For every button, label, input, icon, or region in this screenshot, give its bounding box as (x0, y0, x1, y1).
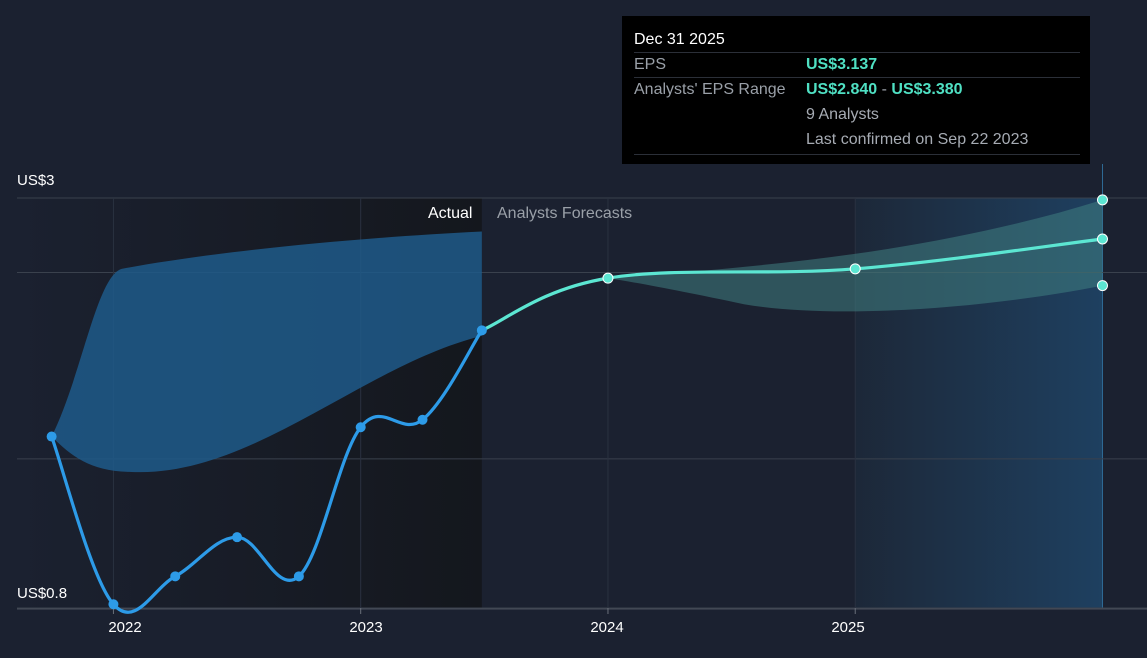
actual-eps-point[interactable] (293, 571, 304, 582)
tooltip-confirmed: Last confirmed on Sep 22 2023 (806, 131, 1029, 148)
tooltip-analysts-row: 9 Analysts (634, 102, 1080, 127)
x-tick-2023: 2023 (349, 619, 383, 636)
tooltip-date: Dec 31 2025 (634, 31, 725, 48)
y-tick-bottom: US$0.8 (17, 585, 68, 602)
tooltip-analysts: 9 Analysts (806, 106, 879, 123)
tooltip-range-high: US$3.380 (891, 81, 963, 98)
actual-eps-point[interactable] (476, 325, 487, 336)
tooltip-confirmed-row: Last confirmed on Sep 22 2023 (634, 127, 1080, 152)
tooltip-eps-row: EPS US$3.137 (634, 52, 1080, 77)
forecast-eps-point[interactable] (602, 272, 614, 284)
eps-tooltip: Dec 31 2025 EPS US$3.137 Analysts' EPS R… (622, 16, 1090, 164)
actual-eps-point[interactable] (417, 414, 428, 425)
range-low-point (1096, 280, 1108, 292)
eps-points[interactable] (46, 194, 1108, 610)
y-tick-top: US$3 (17, 172, 55, 189)
forecast-range-band (607, 199, 1103, 312)
actual-region-label: Actual (428, 205, 473, 222)
x-tick-2025: 2025 (831, 619, 865, 636)
actual-range-band (51, 231, 482, 473)
ranges (51, 199, 1103, 473)
tooltip-range-row: Analysts' EPS Range US$2.840 - US$3.380 (634, 77, 1080, 102)
x-tick-2024: 2024 (590, 619, 624, 636)
actual-eps-point[interactable] (108, 599, 119, 610)
tooltip-eps-label: EPS (634, 56, 667, 73)
tooltip-bottom-rule (634, 154, 1080, 155)
forecast-region-label: Analysts Forecasts (497, 205, 633, 222)
forecast-eps-line (480, 237, 1105, 332)
actual-eps-point[interactable] (355, 422, 366, 433)
tooltip-range-low: US$2.840 (806, 81, 878, 98)
tooltip-eps-value: US$3.137 (806, 56, 878, 73)
tooltip-range-sep: - (877, 81, 892, 98)
tooltip-range-label: Analysts' EPS Range (634, 81, 786, 98)
x-tick-2022: 2022 (108, 619, 142, 636)
forecast-eps-point[interactable] (1096, 233, 1108, 245)
actual-eps-point[interactable] (170, 571, 181, 582)
actual-eps-point[interactable] (46, 431, 57, 442)
actual-eps-point[interactable] (232, 532, 243, 543)
range-high-point (1096, 194, 1108, 206)
forecast-eps-point[interactable] (849, 263, 861, 275)
